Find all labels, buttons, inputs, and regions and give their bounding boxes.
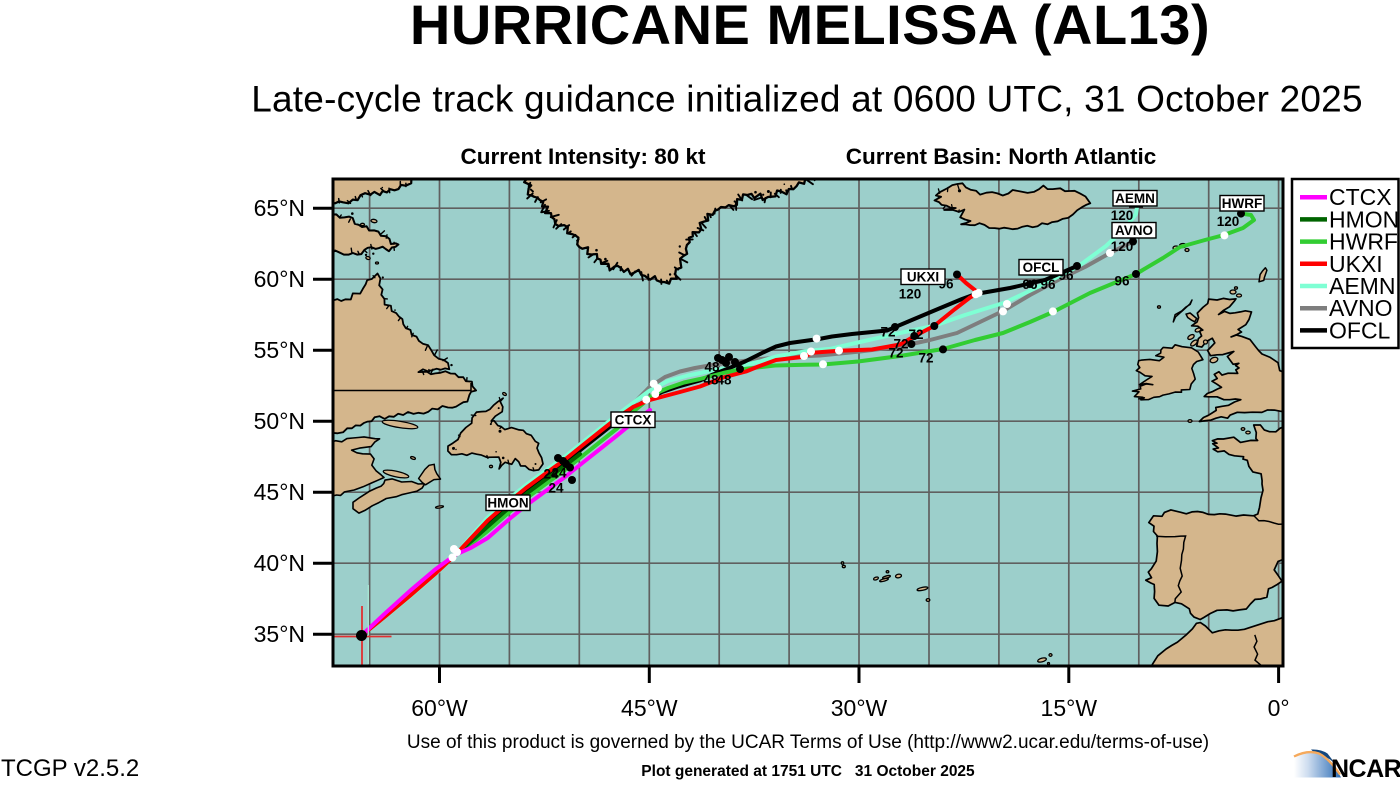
svg-text:60°N: 60°N xyxy=(254,266,305,292)
svg-text:96: 96 xyxy=(1040,277,1056,292)
svg-text:UKXI: UKXI xyxy=(907,270,939,285)
svg-text:120: 120 xyxy=(899,287,922,302)
svg-text:Use of this product is governe: Use of this product is governed by the U… xyxy=(407,732,1209,753)
svg-text:Current Basin: North Atlantic: Current Basin: North Atlantic xyxy=(846,144,1156,169)
svg-text:35°N: 35°N xyxy=(254,621,305,647)
svg-text:96: 96 xyxy=(1022,277,1038,292)
svg-text:HWRF: HWRF xyxy=(1222,196,1263,211)
svg-text:AEMN: AEMN xyxy=(1115,191,1155,206)
svg-text:15°W: 15°W xyxy=(1041,695,1098,721)
svg-text:120: 120 xyxy=(1217,214,1240,229)
svg-text:24: 24 xyxy=(551,466,567,481)
svg-text:60°W: 60°W xyxy=(411,695,468,721)
svg-text:Current Intensity: 80 kt: Current Intensity: 80 kt xyxy=(460,144,706,169)
svg-text:50°N: 50°N xyxy=(254,408,305,434)
svg-text:96: 96 xyxy=(1114,274,1130,289)
svg-text:120: 120 xyxy=(1111,208,1134,223)
svg-text:72: 72 xyxy=(918,351,933,366)
svg-text:TCGP v2.5.2: TCGP v2.5.2 xyxy=(1,755,139,780)
svg-text:65°N: 65°N xyxy=(254,195,305,221)
svg-text:AVNO: AVNO xyxy=(1115,223,1153,238)
svg-text:NCAR: NCAR xyxy=(1331,755,1400,780)
svg-text:72: 72 xyxy=(888,346,903,361)
svg-text:30°W: 30°W xyxy=(831,695,888,721)
svg-text:24: 24 xyxy=(548,481,564,496)
svg-text:CTCX: CTCX xyxy=(615,413,652,428)
svg-text:55°N: 55°N xyxy=(254,337,305,363)
svg-text:45°W: 45°W xyxy=(621,695,678,721)
svg-text:HURRICANE MELISSA (AL13): HURRICANE MELISSA (AL13) xyxy=(410,0,1210,56)
svg-text:OFCL: OFCL xyxy=(1023,260,1060,275)
svg-text:45°N: 45°N xyxy=(254,479,305,505)
svg-text:72: 72 xyxy=(908,327,923,342)
svg-text:HMON: HMON xyxy=(487,496,528,511)
svg-text:OFCL: OFCL xyxy=(1329,317,1391,343)
svg-text:40°N: 40°N xyxy=(254,550,305,576)
svg-text:0°: 0° xyxy=(1268,695,1290,721)
svg-text:120: 120 xyxy=(1111,239,1134,254)
svg-text:Plot generated at 1751 UTC 3: Plot generated at 1751 UTC 31 October 20… xyxy=(641,763,975,780)
svg-text:Late-cycle track guidance init: Late-cycle track guidance initialized at… xyxy=(251,79,1362,120)
svg-text:48: 48 xyxy=(716,373,732,388)
